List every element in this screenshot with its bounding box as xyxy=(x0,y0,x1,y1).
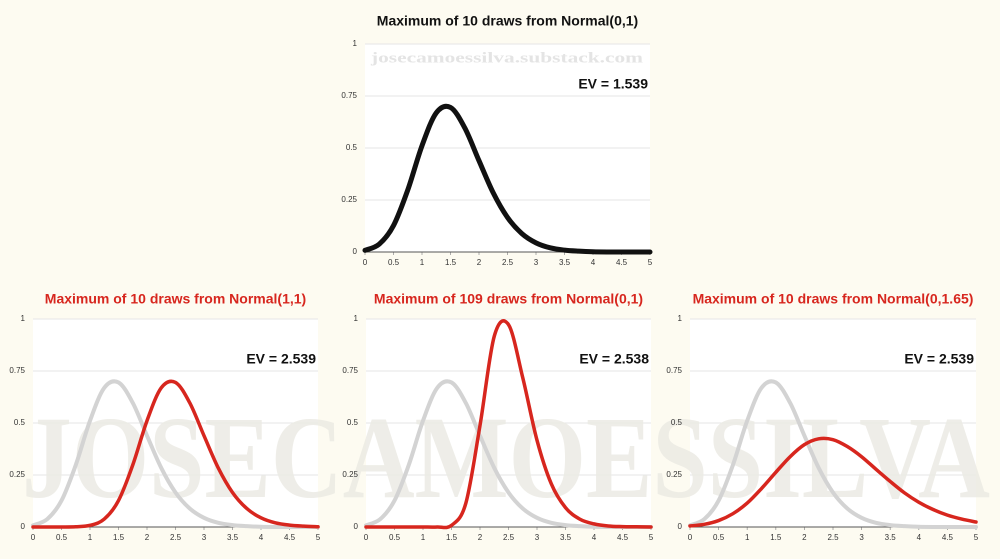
x-tick-label: 1 xyxy=(88,533,93,542)
x-tick-label: 2 xyxy=(145,533,150,542)
y-tick-label: 0.25 xyxy=(341,195,357,204)
ev-annotation: EV = 2.539 xyxy=(904,351,974,367)
y-tick-label: 0.75 xyxy=(9,366,25,375)
x-tick-label: 3 xyxy=(859,533,864,542)
y-tick-label: 0.75 xyxy=(666,366,682,375)
y-tick-label: 0.75 xyxy=(342,366,358,375)
x-tick-label: 4 xyxy=(592,533,597,542)
x-tick-label: 2.5 xyxy=(827,533,839,542)
y-tick-label: 0.5 xyxy=(671,418,683,427)
ev-annotation: EV = 2.538 xyxy=(579,351,649,367)
x-tick-label: 1.5 xyxy=(770,533,782,542)
x-tick-label: 2.5 xyxy=(170,533,182,542)
x-tick-label: 3.5 xyxy=(559,258,571,267)
ev-annotation: EV = 1.539 xyxy=(578,76,648,92)
x-tick-label: 1.5 xyxy=(446,533,458,542)
y-tick-label: 1 xyxy=(21,314,26,323)
x-tick-label: 0 xyxy=(363,258,368,267)
charts: 0 0.25 0.5 0.75 1 0 0.5 1 1.5 2 2.5 3 3.5 4 4.5 5 Maximu… xyxy=(9,13,978,542)
y-tick-label: 0.5 xyxy=(14,418,26,427)
x-tick-label: 2.5 xyxy=(502,258,514,267)
x-tick-label: 4 xyxy=(591,258,596,267)
x-tick-label: 5 xyxy=(316,533,321,542)
y-tick-label: 0 xyxy=(21,522,26,531)
x-tick-label: 0 xyxy=(364,533,369,542)
x-tick-label: 5 xyxy=(648,258,653,267)
y-tick-label: 0.5 xyxy=(346,143,358,152)
x-tick-label: 1 xyxy=(421,533,426,542)
y-tick-label: 1 xyxy=(353,39,358,48)
x-tick-label: 1.5 xyxy=(113,533,125,542)
x-tick-label: 1 xyxy=(420,258,425,267)
y-tick-label: 0.25 xyxy=(666,470,682,479)
chart-title: Maximum of 10 draws from Normal(1,1) xyxy=(45,291,306,307)
x-tick-label: 0.5 xyxy=(713,533,725,542)
y-tick-label: 0 xyxy=(678,522,683,531)
y-tick-label: 0.75 xyxy=(341,91,357,100)
ev-annotation: EV = 2.539 xyxy=(246,351,316,367)
x-tick-label: 2 xyxy=(802,533,807,542)
series-line xyxy=(31,379,320,529)
x-tick-label: 3.5 xyxy=(560,533,572,542)
x-tick-label: 5 xyxy=(974,533,979,542)
y-tick-label: 0.25 xyxy=(9,470,25,479)
x-tick-label: 4.5 xyxy=(617,533,629,542)
x-tick-label: 2.5 xyxy=(503,533,515,542)
x-tick-label: 1.5 xyxy=(445,258,457,267)
series-line xyxy=(688,379,978,530)
chart-title: Maximum of 10 draws from Normal(0,1) xyxy=(377,13,638,29)
series-line xyxy=(362,103,653,255)
x-tick-label: 4.5 xyxy=(284,533,296,542)
y-tick-label: 1 xyxy=(354,314,359,323)
x-tick-label: 3 xyxy=(202,533,207,542)
x-tick-label: 0 xyxy=(688,533,693,542)
x-tick-label: 3 xyxy=(534,258,539,267)
x-tick-label: 3.5 xyxy=(227,533,239,542)
y-tick-label: 0.5 xyxy=(347,418,359,427)
x-tick-label: 4.5 xyxy=(616,258,628,267)
y-tick-label: 0.25 xyxy=(342,470,358,479)
site-watermark: josecamoessilva.substack.com xyxy=(370,50,644,66)
x-tick-label: 5 xyxy=(649,533,654,542)
y-tick-label: 1 xyxy=(678,314,683,323)
series-line xyxy=(688,436,978,528)
x-tick-label: 4 xyxy=(259,533,264,542)
x-tick-label: 0.5 xyxy=(388,258,400,267)
y-tick-label: 0 xyxy=(353,247,358,256)
x-tick-label: 3 xyxy=(535,533,540,542)
x-tick-label: 4 xyxy=(917,533,922,542)
series-line xyxy=(31,379,320,530)
x-tick-label: 4.5 xyxy=(942,533,954,542)
x-tick-label: 0.5 xyxy=(56,533,68,542)
chart-title: Maximum of 10 draws from Normal(0,1.65) xyxy=(693,291,974,307)
x-tick-label: 1 xyxy=(745,533,750,542)
x-tick-label: 0.5 xyxy=(389,533,401,542)
x-tick-label: 0 xyxy=(31,533,36,542)
y-tick-label: 0 xyxy=(354,522,359,531)
x-tick-label: 3.5 xyxy=(885,533,897,542)
chart-title: Maximum of 109 draws from Normal(0,1) xyxy=(374,291,643,307)
x-tick-label: 2 xyxy=(477,258,482,267)
series-line xyxy=(364,319,653,530)
x-tick-label: 2 xyxy=(478,533,483,542)
